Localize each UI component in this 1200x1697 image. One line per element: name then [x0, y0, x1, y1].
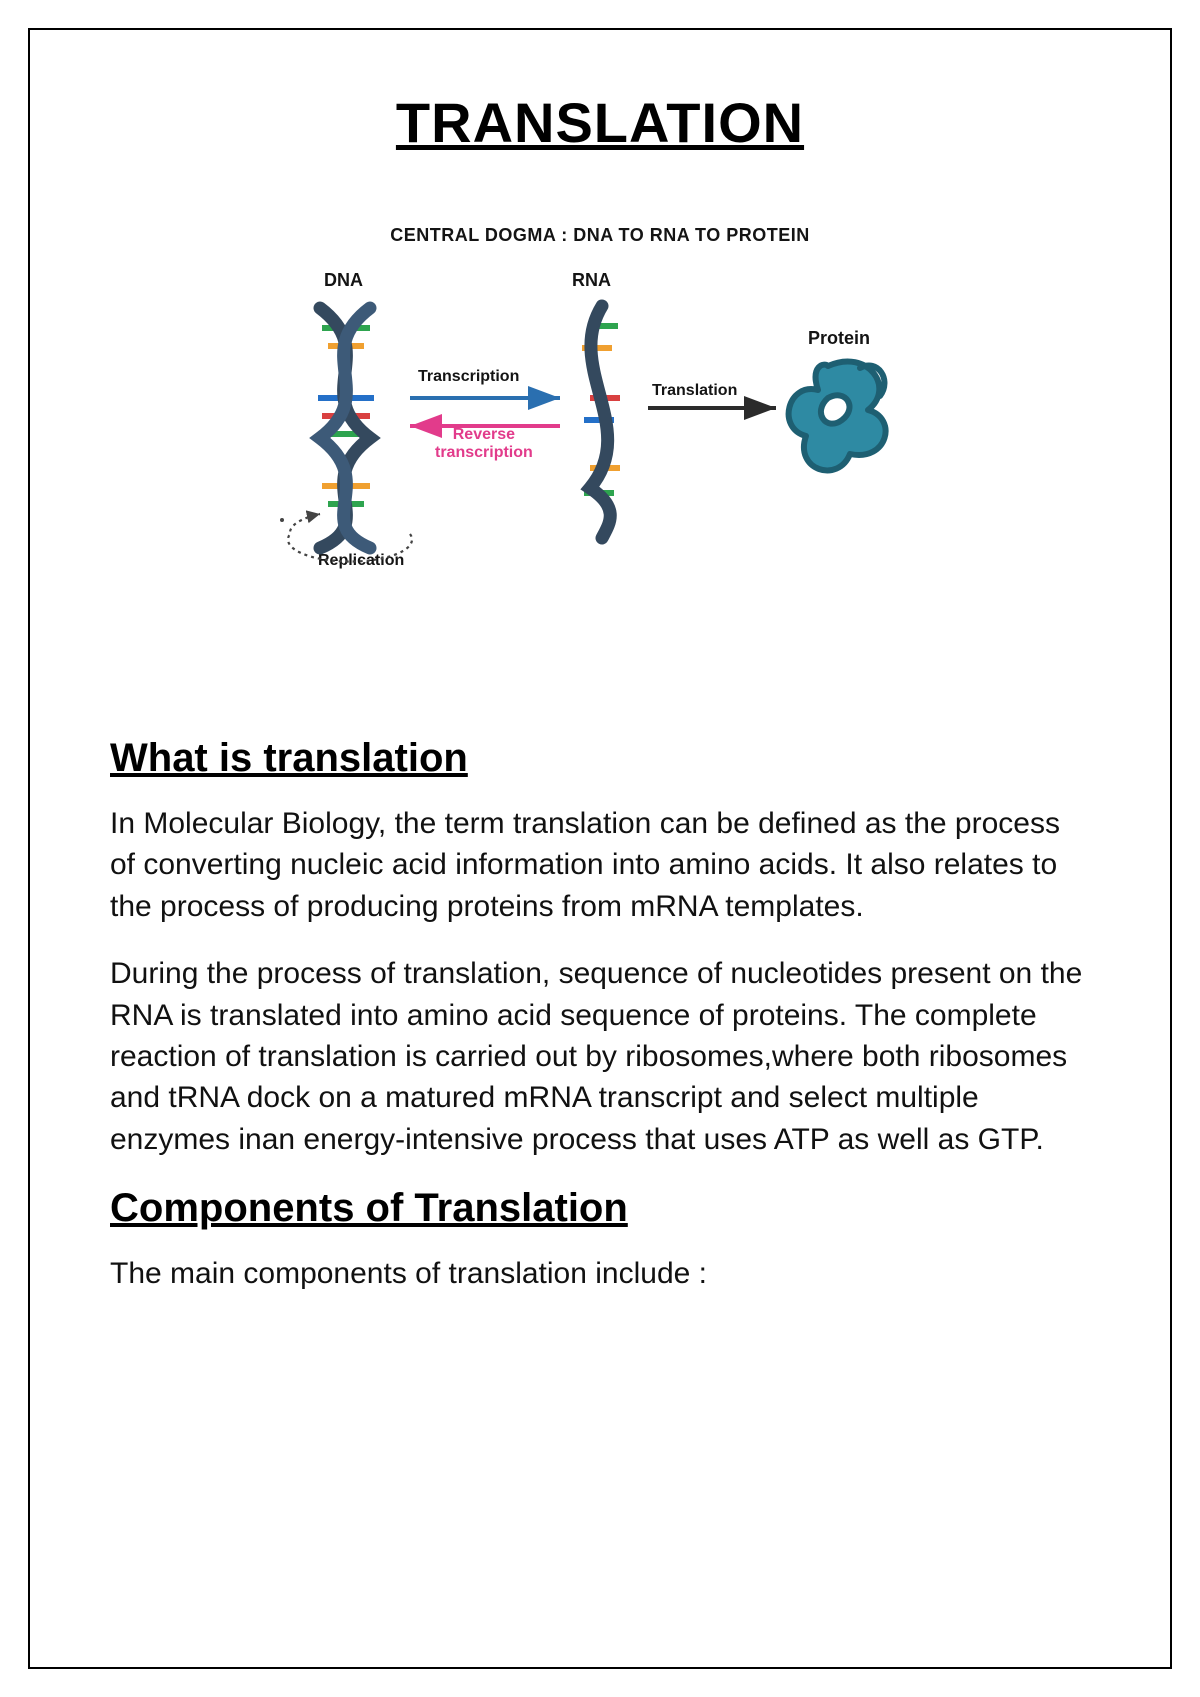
page-title: TRANSLATION	[110, 90, 1090, 155]
protein-icon	[789, 361, 886, 470]
figure-svg	[260, 276, 940, 596]
body-paragraph: In Molecular Biology, the term translati…	[110, 803, 1090, 927]
figure-canvas: DNA RNA Protein Transcription Reverse tr…	[260, 276, 940, 596]
body-paragraph: During the process of translation, seque…	[110, 953, 1090, 1160]
rna-icon	[582, 306, 620, 538]
figure-caption: CENTRAL DOGMA : DNA TO RNA TO PROTEIN	[260, 225, 940, 246]
body-paragraph: The main components of translation inclu…	[110, 1253, 1090, 1294]
document-page: TRANSLATION CENTRAL DOGMA : DNA TO RNA T…	[28, 28, 1172, 1669]
section-heading: Components of Translation	[110, 1186, 1090, 1231]
dna-icon	[318, 308, 374, 548]
central-dogma-figure: CENTRAL DOGMA : DNA TO RNA TO PROTEIN DN…	[260, 225, 940, 596]
section-heading: What is translation	[110, 736, 1090, 781]
